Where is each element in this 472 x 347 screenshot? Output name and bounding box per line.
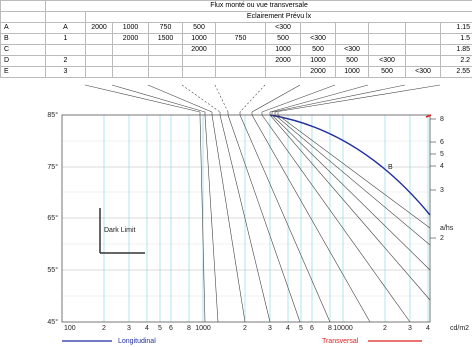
connector (269, 84, 369, 113)
connector (84, 84, 201, 113)
connector (181, 84, 221, 113)
transversal-mark (425, 114, 432, 118)
right-label: 4 (440, 163, 444, 170)
fan-line (199, 114, 206, 323)
x-label: 2 (383, 325, 387, 332)
x-label: 8 (328, 325, 332, 332)
lux-table: Flux monté ou vue transversale Eclaireme… (0, 0, 472, 78)
plot-frame (61, 114, 431, 323)
legend-longitudinal: Longitudinal (118, 338, 156, 345)
fan-line (219, 114, 271, 323)
fan-line (269, 114, 431, 301)
right-label: 8 (440, 116, 444, 123)
x-label: cd/m2 (450, 325, 469, 332)
table-row: D 2 2000 1000 500 <300 2.2 (0, 55, 472, 67)
x-label: 100 (64, 325, 76, 332)
right-label: 3 (440, 187, 444, 194)
fan-line (204, 114, 219, 323)
x-label: 6 (169, 325, 173, 332)
x-label: 2 (102, 325, 106, 332)
fan-line (211, 114, 246, 323)
fan-line (271, 114, 431, 271)
x-label: 4 (145, 325, 149, 332)
fan-line (277, 114, 431, 229)
fan-line (239, 114, 331, 323)
table-row: E 3 2000 1000 500 <300 2.55 (0, 66, 472, 78)
right-label: 2 (440, 235, 444, 242)
x-label: 3 (408, 325, 412, 332)
legend-transversal: Transversal (322, 338, 359, 345)
fan-line (261, 114, 411, 323)
right-label: 5 (440, 151, 444, 158)
fan-line (274, 114, 431, 246)
fan-line (227, 114, 301, 323)
table-cell: 2.55 (439, 66, 472, 78)
x-label: 5 (158, 325, 162, 332)
x-label: 6 (310, 325, 314, 332)
curve-b (269, 114, 431, 216)
x-label: 2 (243, 325, 247, 332)
x-label: 8 (187, 325, 191, 332)
x-label: 3 (268, 325, 272, 332)
connector (251, 84, 301, 113)
connector (214, 84, 229, 113)
dark-limit-label: Dark Limit (104, 227, 136, 234)
y-label: 85° (47, 111, 58, 119)
x-label: 10000 (333, 325, 353, 332)
connector (274, 84, 441, 113)
y-label: 45° (47, 318, 58, 326)
x-label: 1000 (195, 325, 211, 332)
x-label: 5 (299, 325, 303, 332)
right-axis-title: a/hs (440, 225, 454, 232)
x-label: 4 (426, 325, 430, 332)
connector (261, 84, 336, 113)
right-label: 6 (440, 139, 444, 146)
y-label: 75° (47, 163, 58, 171)
x-label: 3 (127, 325, 131, 332)
table-row: A A 2000 1000 750 500 <300 1.15 (0, 22, 472, 34)
connector (239, 84, 266, 113)
connector (111, 84, 206, 113)
connector (271, 84, 406, 113)
connector (147, 84, 213, 113)
y-label: 65° (47, 214, 58, 222)
x-label: 4 (286, 325, 290, 332)
y-label: 55° (47, 266, 58, 274)
fan-line (251, 114, 371, 323)
curve-label: B (388, 164, 393, 171)
